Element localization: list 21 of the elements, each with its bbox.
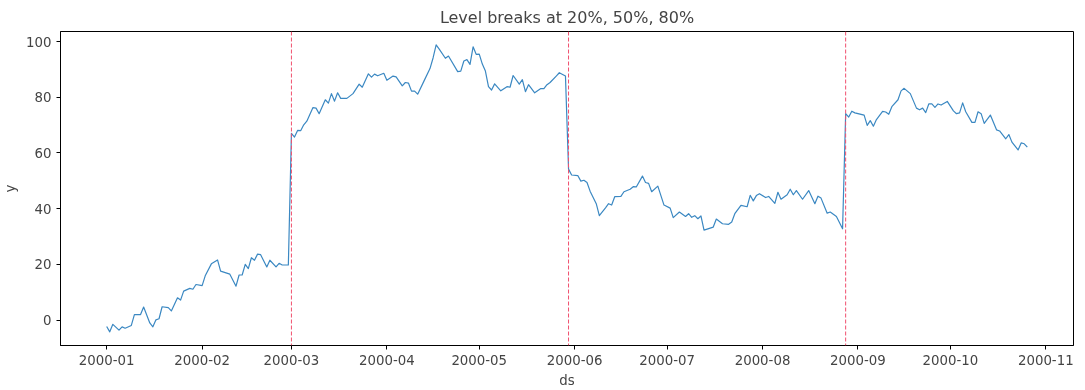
x-tick-label: 2000-08 [734, 352, 791, 368]
chart-title: Level breaks at 20%, 50%, 80% [439, 7, 695, 27]
y-axis-title: y [3, 184, 19, 193]
x-tick-label: 2000-03 [263, 352, 320, 368]
y-tick-label: 100 [26, 34, 52, 50]
x-tick-label: 2000-09 [830, 352, 886, 368]
y-tick-label: 40 [34, 201, 52, 217]
x-tick-label: 2000-07 [639, 352, 695, 368]
x-tick-label: 2000-06 [546, 352, 603, 368]
line-series [106, 44, 1028, 333]
x-tick-label: 2000-02 [174, 352, 230, 368]
y-tick-label: 80 [34, 90, 52, 106]
x-tick-label: 2000-04 [359, 352, 415, 368]
x-tick-label: 2000-10 [922, 352, 979, 368]
x-tick-label: 2000-01 [78, 352, 135, 368]
y-tick-label: 60 [34, 145, 52, 161]
y-tick-label: 0 [43, 313, 52, 329]
x-tick-label: 2000-05 [451, 352, 508, 368]
x-axis-title: ds [559, 372, 575, 388]
y-tick-label: 20 [34, 257, 52, 273]
x-tick-label: 2000-11 [1017, 352, 1074, 368]
